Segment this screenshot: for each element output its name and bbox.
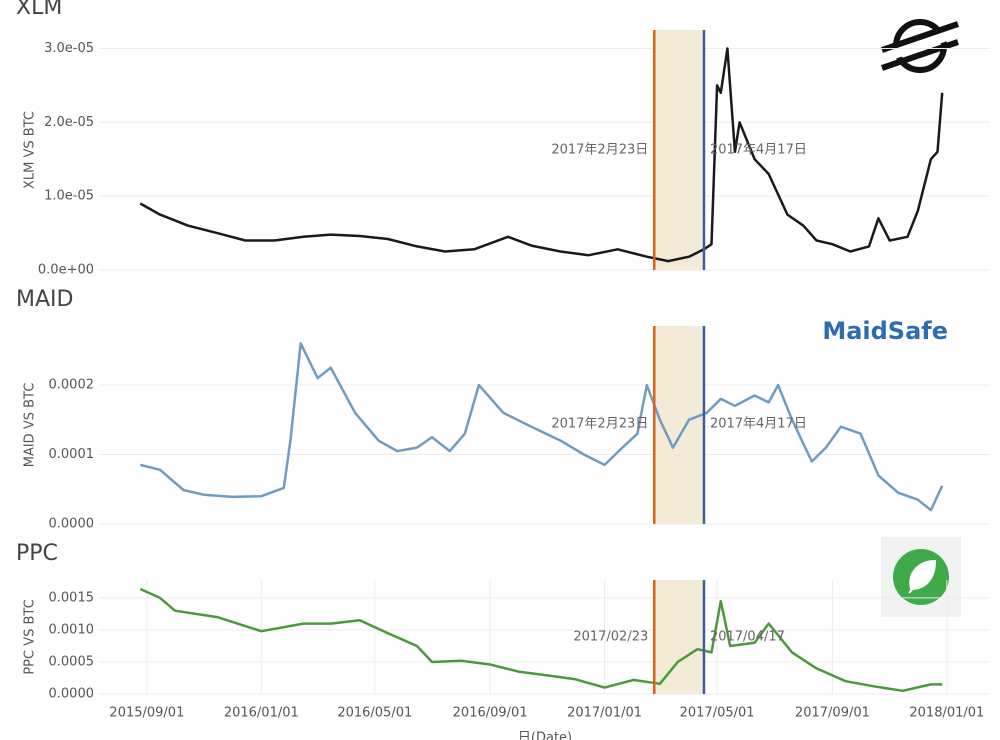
ppc-logo xyxy=(881,537,961,617)
series-line xyxy=(139,342,944,512)
y-axis-label: MAID VS BTC xyxy=(23,383,38,468)
y-tick-label: 0.0005 xyxy=(49,654,95,669)
logo-text: MaidSafe xyxy=(822,317,948,345)
x-tick-label: 2016/01/01 xyxy=(224,706,299,721)
x-axis-label: 日(Date) xyxy=(518,731,572,740)
x-tick-label: 2017/01/01 xyxy=(567,706,642,721)
annotation-label: 2017/04/17 xyxy=(710,630,785,645)
y-tick-label: 0.0015 xyxy=(49,590,95,605)
xlm-logo xyxy=(879,19,961,73)
panel-title: MAID xyxy=(16,287,73,312)
y-tick-label: 2.0e-05 xyxy=(44,115,94,130)
y-tick-label: 0.0000 xyxy=(49,687,95,702)
series-line xyxy=(139,47,944,263)
x-tick-label: 2015/09/01 xyxy=(109,706,184,721)
annotation-label: 2017年2月23日 xyxy=(551,417,648,432)
panel-title: PPC xyxy=(16,541,58,566)
y-tick-label: 0.0000 xyxy=(49,517,95,532)
y-tick-label: 3.0e-05 xyxy=(44,41,94,56)
highlight-band xyxy=(654,30,704,270)
x-tick-label: 2017/05/01 xyxy=(680,706,755,721)
y-tick-label: 0.0002 xyxy=(49,378,95,393)
annotation-label: 2017年4月17日 xyxy=(710,143,807,158)
x-tick-label: 2018/01/01 xyxy=(909,706,984,721)
y-tick-label: 0.0e+00 xyxy=(38,263,94,278)
annotation-label: 2017/02/23 xyxy=(573,630,648,645)
y-tick-label: 0.0010 xyxy=(49,622,95,637)
y-tick-label: 0.0001 xyxy=(49,447,95,462)
annotation-label: 2017年2月23日 xyxy=(551,143,648,158)
x-tick-label: 2017/09/01 xyxy=(795,706,870,721)
x-tick-label: 2016/09/01 xyxy=(453,706,528,721)
y-axis-label: XLM VS BTC xyxy=(23,111,38,189)
highlight-band xyxy=(654,580,704,694)
annotation-label: 2017年4月17日 xyxy=(710,417,807,432)
y-tick-label: 1.0e-05 xyxy=(44,189,94,204)
y-axis-label: PPC VS BTC xyxy=(23,599,38,674)
x-tick-label: 2016/05/01 xyxy=(337,706,412,721)
panel-title: XLM xyxy=(16,0,62,20)
series-line xyxy=(139,587,943,693)
